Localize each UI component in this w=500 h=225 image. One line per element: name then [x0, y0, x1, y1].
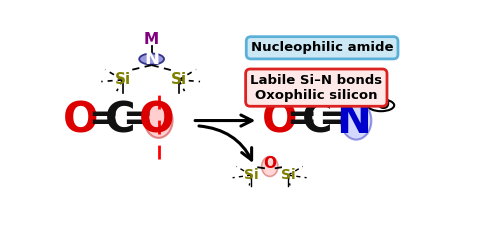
- Text: Nucleophilic amide: Nucleophilic amide: [251, 41, 394, 54]
- Text: Θ: Θ: [376, 97, 389, 112]
- Text: C: C: [104, 99, 135, 142]
- Text: O: O: [264, 156, 276, 171]
- Circle shape: [368, 99, 394, 111]
- Text: Si: Si: [244, 168, 258, 182]
- Text: Si: Si: [280, 168, 295, 182]
- Text: O: O: [64, 99, 99, 142]
- Text: O: O: [262, 99, 297, 142]
- Text: N: N: [336, 99, 372, 142]
- Text: =: =: [88, 102, 118, 136]
- Text: Si: Si: [170, 72, 187, 87]
- Ellipse shape: [341, 101, 372, 140]
- Text: =: =: [286, 102, 316, 136]
- Text: C: C: [302, 99, 333, 142]
- Circle shape: [139, 54, 164, 65]
- Text: M: M: [144, 32, 159, 47]
- Text: =: =: [318, 102, 349, 136]
- Text: N: N: [144, 50, 159, 68]
- Ellipse shape: [144, 103, 172, 138]
- Text: Labile Si–N bonds
Oxophilic silicon: Labile Si–N bonds Oxophilic silicon: [250, 74, 382, 102]
- Ellipse shape: [262, 157, 278, 176]
- Text: =: =: [122, 102, 152, 136]
- Text: O: O: [139, 99, 174, 142]
- Text: Si: Si: [114, 72, 130, 87]
